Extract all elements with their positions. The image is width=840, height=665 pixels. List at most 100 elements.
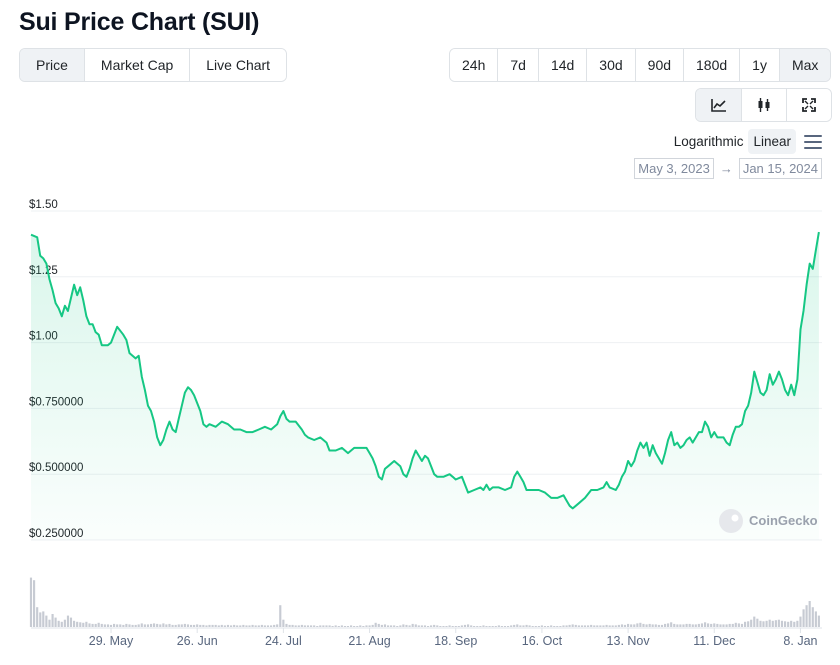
volume-bar [756, 618, 759, 627]
volume-bar [623, 624, 627, 627]
volume-bar [97, 622, 100, 627]
volume-bar [140, 623, 143, 627]
volume-bar [316, 626, 319, 627]
volume-bar [242, 624, 245, 627]
volume-bar [73, 620, 76, 627]
x-tick-label: 8. Jan [783, 634, 817, 648]
candlestick-icon [758, 98, 770, 112]
volume-bar [230, 625, 233, 627]
volume-bar [777, 619, 780, 627]
volume-bar [42, 611, 45, 627]
volume-bar [177, 624, 180, 627]
volume-bar [691, 624, 694, 627]
volume-bar [279, 605, 282, 627]
volume-bar [322, 625, 325, 627]
volume-bar [596, 625, 599, 627]
coingecko-logo-eye [731, 514, 739, 522]
volume-bar [417, 625, 420, 627]
volume-bar [540, 625, 543, 627]
candlestick-button[interactable] [741, 89, 786, 121]
volume-bar [334, 625, 337, 627]
fullscreen-button[interactable] [786, 89, 831, 121]
volume-bar [190, 624, 193, 627]
volume-bar [590, 624, 593, 627]
volume-bar [460, 625, 463, 627]
volume-bar [645, 624, 648, 627]
volume-bar [39, 612, 42, 627]
volume-bar [128, 624, 131, 627]
x-tick-label: 26. Jun [177, 634, 218, 648]
volume-bar [82, 622, 85, 627]
range-max-button[interactable]: Max [778, 49, 831, 81]
volume-bar [633, 624, 636, 627]
volume-bar [802, 609, 805, 627]
range-1y-button[interactable]: 1y [739, 49, 779, 81]
x-tick-label: 18. Sep [434, 634, 477, 648]
volume-bar [759, 620, 762, 627]
volume-bar [257, 625, 260, 627]
volume-bar [408, 625, 411, 627]
logarithmic-scale-option[interactable]: Logarithmic [673, 134, 744, 149]
volume-bar [568, 624, 571, 627]
volume-bar [362, 626, 365, 627]
volume-bar [744, 621, 747, 627]
volume-bar [762, 621, 765, 627]
volume-bar [664, 623, 667, 627]
volume-bar [193, 624, 196, 627]
volume-bar [439, 626, 442, 627]
hamburger-menu-icon[interactable] [804, 134, 822, 149]
volume-bar [519, 625, 522, 627]
date-to-input[interactable]: Jan 15, 2024 [738, 158, 822, 179]
volume-bar [697, 623, 700, 627]
volume-bar [223, 625, 226, 627]
tab-market-cap[interactable]: Market Cap [83, 49, 190, 81]
tab-price[interactable]: Price [20, 49, 84, 81]
volume-bar [750, 619, 753, 627]
linear-scale-option[interactable]: Linear [748, 129, 796, 154]
volume-bar [577, 625, 580, 627]
volume-bar [547, 626, 550, 627]
tab-live-chart[interactable]: Live Chart [189, 49, 287, 81]
volume-bar [771, 620, 774, 627]
volume-bar [116, 624, 119, 627]
volume-bar [380, 624, 383, 627]
volume-bar [79, 622, 82, 627]
volume-bar [657, 624, 660, 627]
volume-bar [29, 577, 33, 627]
volume-bar [639, 622, 642, 627]
range-90d-button[interactable]: 90d [634, 49, 684, 81]
volume-bar [728, 623, 731, 627]
volume-bar [694, 624, 697, 627]
volume-bar [510, 625, 513, 627]
volume-bar [688, 623, 691, 627]
range-30d-button[interactable]: 30d [586, 49, 635, 81]
range-14d-button[interactable]: 14d [537, 49, 587, 81]
range-180d-button[interactable]: 180d [683, 49, 740, 81]
volume-bar [583, 625, 587, 627]
volume-bar [491, 626, 494, 627]
range-24h-button[interactable]: 24h [450, 49, 498, 81]
range-7d-button[interactable]: 7d [497, 49, 538, 81]
volume-bar [799, 616, 802, 627]
volume-bar [774, 620, 777, 627]
volume-bar [217, 625, 220, 627]
volume-bar [513, 624, 516, 627]
volume-bar [313, 625, 316, 627]
volume-bar [768, 619, 771, 627]
volume-bar [445, 626, 448, 627]
volume-bar [796, 620, 799, 627]
volume-bar [325, 625, 328, 627]
volume-bar [660, 624, 664, 627]
volume-bar [374, 622, 377, 627]
date-from-input[interactable]: May 3, 2023 [634, 158, 714, 179]
volume-bar [553, 626, 556, 627]
volume-bar [670, 622, 673, 627]
volume-bar [248, 625, 251, 627]
chart-style-toggle [695, 88, 832, 122]
volume-bar [534, 626, 537, 627]
volume-bar [239, 625, 242, 627]
line-chart-button[interactable] [696, 89, 741, 121]
volume-bar [393, 625, 396, 627]
volume-bar [153, 623, 156, 627]
